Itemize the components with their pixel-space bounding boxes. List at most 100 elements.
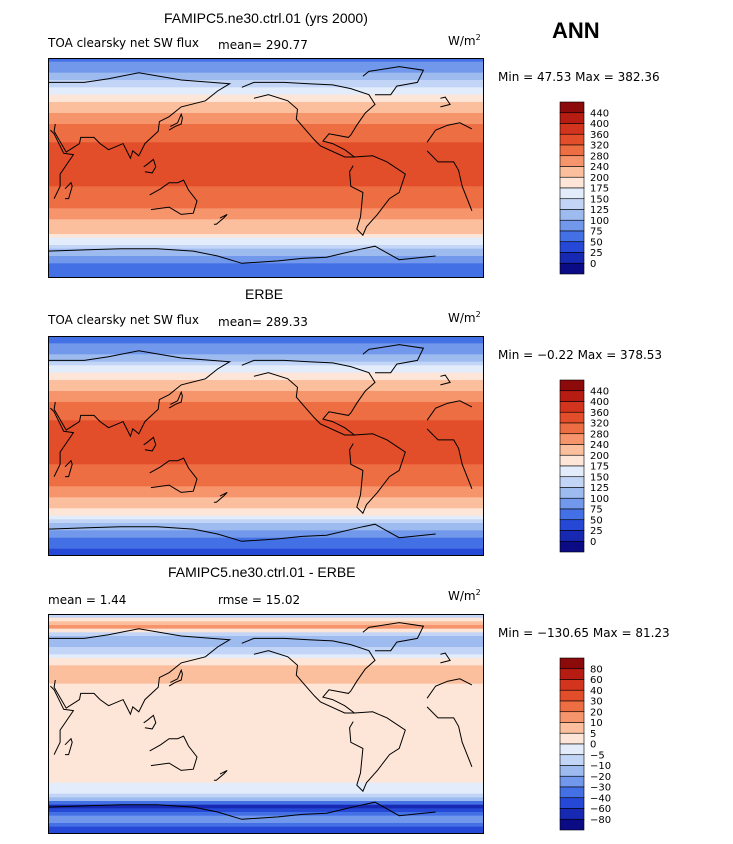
colorbar-tick-label: 360 <box>590 130 609 141</box>
field-band <box>48 402 484 407</box>
colorbar-tick-label: 125 <box>590 205 609 216</box>
coastline <box>362 344 425 374</box>
field-band <box>48 482 484 487</box>
field-band <box>48 691 484 696</box>
field-band <box>48 742 484 747</box>
colorbar-tick-label: 50 <box>590 515 603 526</box>
coastline <box>349 711 406 793</box>
field-band <box>48 753 484 758</box>
field-band <box>48 446 484 451</box>
field-band <box>48 490 484 495</box>
field-band <box>48 705 484 710</box>
field-band <box>48 65 484 70</box>
field-band <box>48 127 484 132</box>
colorbar-tick-label: −80 <box>590 815 611 826</box>
field-band <box>48 157 484 162</box>
field-band <box>48 515 484 520</box>
coastline <box>143 714 157 730</box>
field-band <box>48 801 484 806</box>
field-band <box>48 746 484 751</box>
field-band <box>48 493 484 498</box>
colorbar-box <box>559 155 585 167</box>
panel3-title: FAMIPC5.ne30.ctrl.01 - ERBE <box>168 564 356 580</box>
colorbar-box <box>559 668 585 680</box>
field-band <box>48 204 484 209</box>
field-band <box>48 665 484 670</box>
coastline <box>149 179 198 215</box>
field-band <box>48 779 484 784</box>
field-band <box>48 486 484 491</box>
field-band <box>48 164 484 169</box>
coastline <box>149 735 198 771</box>
field-band <box>48 658 484 663</box>
field-band <box>48 267 484 272</box>
field-band <box>48 424 484 429</box>
panel1-units: W/m2 <box>448 33 481 48</box>
panel3-units: W/m2 <box>448 588 481 603</box>
colorbar-tick-label: 10 <box>590 718 603 729</box>
field-band <box>48 526 484 531</box>
coastline <box>50 400 473 489</box>
colorbar-box <box>559 530 585 542</box>
colorbar-tick-label: 0 <box>590 259 596 270</box>
colorbar-tick-label: 60 <box>590 675 603 686</box>
field-band <box>48 731 484 736</box>
field-band <box>48 102 484 107</box>
coastline <box>50 678 473 767</box>
field-band <box>48 672 484 677</box>
coastline <box>48 628 232 716</box>
panel1-subtitle: TOA clearsky net SW flux <box>48 36 199 50</box>
colorbar-tick-label: −30 <box>590 783 611 794</box>
field-band <box>48 680 484 685</box>
field-band <box>48 698 484 703</box>
field-band <box>48 760 484 765</box>
colorbar-tick-label: 25 <box>590 526 603 537</box>
colorbar-tick-label: 100 <box>590 216 609 227</box>
coastline <box>349 433 406 515</box>
coastline <box>48 350 232 438</box>
colorbar-box <box>559 166 585 178</box>
coastline <box>362 66 425 96</box>
colorbar-box <box>559 465 585 478</box>
field-band <box>48 504 484 509</box>
field-band <box>48 643 484 648</box>
field-band <box>48 142 484 147</box>
field-band <box>48 453 484 458</box>
field-band <box>48 771 484 776</box>
panel3-minmax: Min = −130.65 Max = 81.23 <box>498 626 670 640</box>
field-band <box>48 120 484 125</box>
field-band <box>48 764 484 769</box>
field-band <box>48 647 484 652</box>
colorbar-tick-label: 240 <box>590 162 609 173</box>
colorbar-box <box>559 379 585 392</box>
coastline <box>241 637 376 714</box>
colorbar-tick-label: 150 <box>590 194 609 205</box>
field-band <box>48 727 484 732</box>
field-band <box>48 394 484 399</box>
colorbar-tick-label: 0 <box>590 537 596 548</box>
field-band <box>48 464 484 469</box>
field-band <box>48 628 484 633</box>
colorbar-box <box>559 209 585 221</box>
panel3-rmse: rmse = 15.02 <box>218 593 301 607</box>
field-band <box>48 168 484 173</box>
panel2-subtitle: TOA clearsky net SW flux <box>48 313 199 327</box>
coastline <box>168 390 183 409</box>
colorbar-tick-label: 75 <box>590 227 603 238</box>
field-band <box>48 131 484 136</box>
colorbar-box <box>559 508 585 521</box>
colorbar-box <box>559 657 585 670</box>
colorbar-tick-label: 175 <box>590 184 609 195</box>
field-band <box>48 804 484 809</box>
colorbar-box <box>559 454 585 467</box>
field-band <box>48 263 484 268</box>
panel1-mean: mean= 290.77 <box>218 38 308 52</box>
colorbar-box <box>559 101 585 114</box>
coastline <box>349 155 406 237</box>
coastline <box>149 457 198 493</box>
field-band <box>48 661 484 666</box>
colorbar-box <box>559 411 585 424</box>
field-band <box>48 245 484 250</box>
panel2-title: ERBE <box>245 286 284 302</box>
